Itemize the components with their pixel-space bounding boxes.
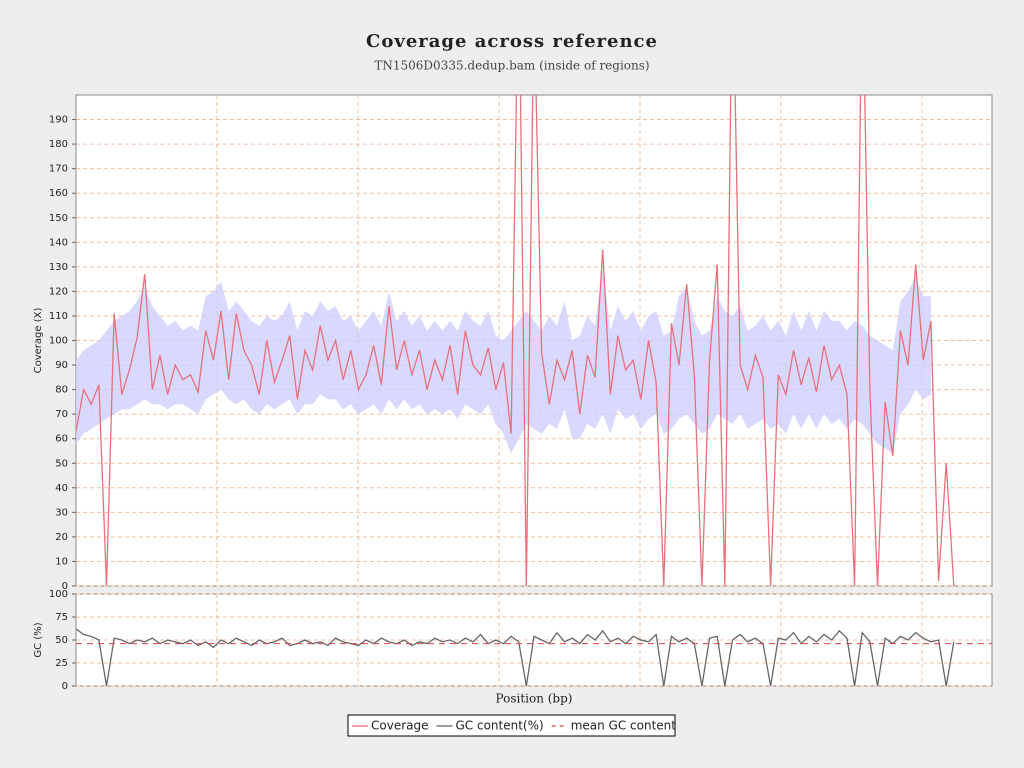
y-axis-label: Coverage (X) (33, 308, 44, 374)
legend: Coverage GC content(%) mean GC content (347, 714, 677, 737)
y-tick-label: 50 (55, 635, 68, 646)
y-tick-label: 140 (49, 237, 68, 248)
x-axis-label: Position (bp) (496, 692, 573, 706)
chart-subtitle: TN1506D0335.dedup.bam (inside of regions… (374, 59, 649, 73)
y-tick-label: 0 (62, 681, 68, 692)
y-tick-label: 20 (55, 532, 68, 543)
y-tick-label: 0 (62, 581, 68, 592)
legend-box (347, 714, 676, 737)
legend-label: GC content(%) (456, 719, 544, 733)
y-tick-label: 25 (55, 658, 68, 669)
y-tick-label: 190 (49, 115, 68, 126)
y-axis-label: GC (%) (33, 622, 44, 657)
y-tick-label: 170 (49, 164, 68, 175)
y-tick-label: 70 (55, 409, 68, 420)
legend-label: mean GC content (571, 719, 677, 733)
series-line (76, 628, 955, 686)
y-tick-label: 90 (55, 360, 68, 371)
y-tick-label: 160 (49, 188, 68, 199)
y-tick-label: 100 (49, 336, 68, 347)
y-tick-label: 150 (49, 213, 68, 224)
y-tick-label: 10 (55, 556, 68, 567)
y-tick-label: 30 (55, 507, 68, 518)
y-tick-label: 180 (49, 139, 68, 150)
y-tick-label: 40 (55, 483, 68, 494)
y-tick-label: 110 (49, 311, 68, 322)
y-tick-label: 130 (49, 262, 68, 273)
coverage-band (76, 266, 931, 454)
y-tick-label: 50 (55, 458, 68, 469)
y-tick-label: 75 (55, 612, 68, 623)
y-tick-label: 100 (49, 589, 68, 600)
legend-label: Coverage (371, 719, 429, 733)
series-line (76, 95, 955, 586)
y-tick-label: 120 (49, 286, 68, 297)
y-tick-label: 80 (55, 385, 68, 396)
y-tick-label: 60 (55, 434, 68, 445)
chart-title: Coverage across reference (366, 31, 658, 52)
